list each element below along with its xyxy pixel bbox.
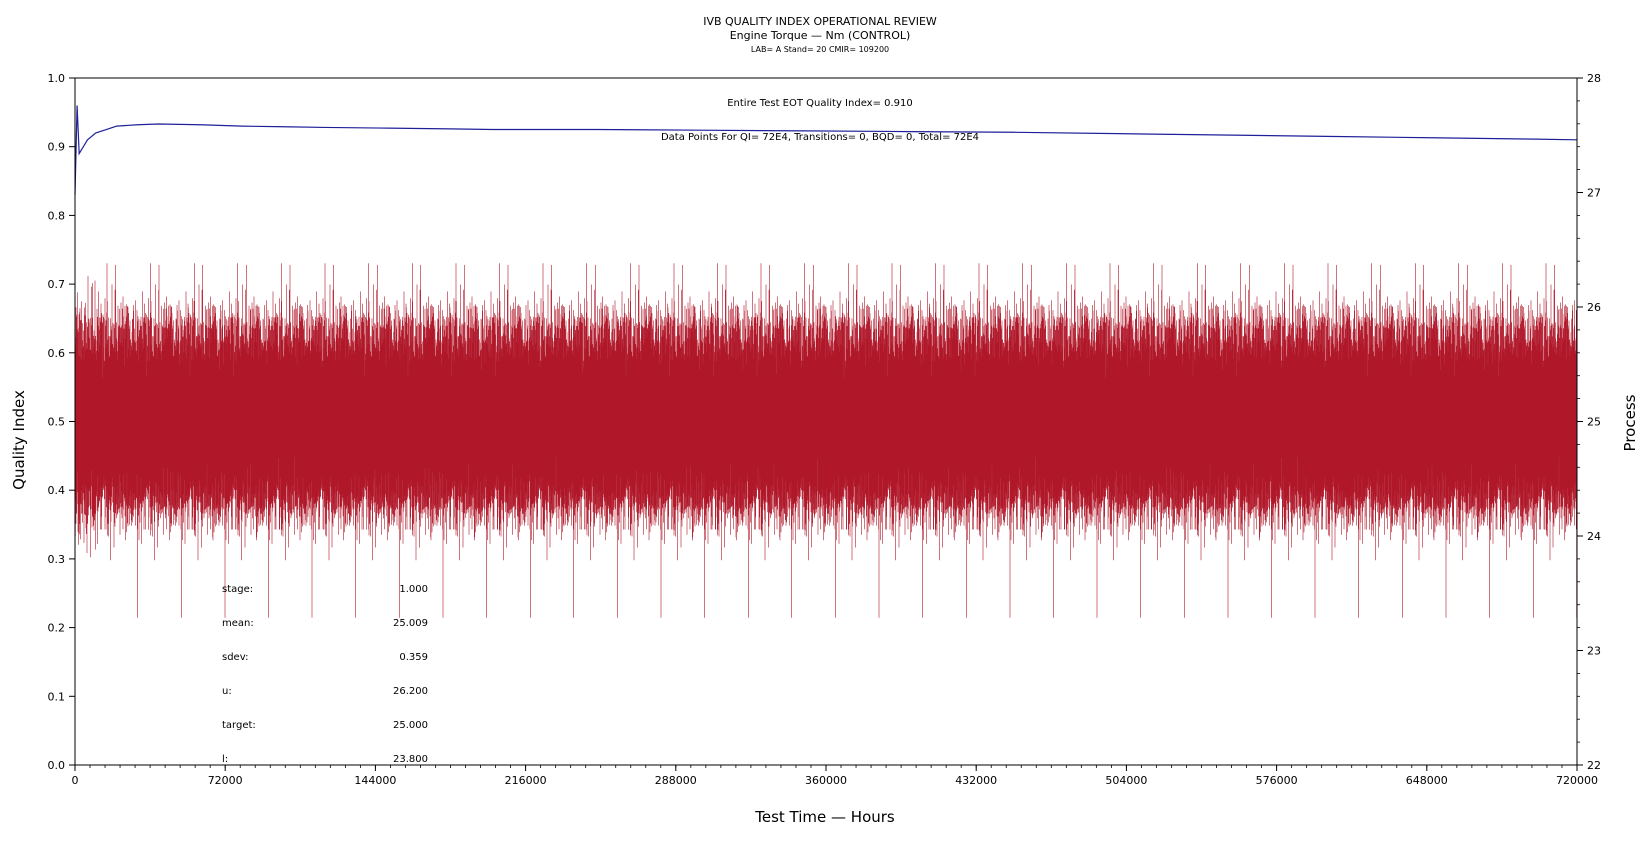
y-left-tick-label: 0.0 (48, 759, 66, 772)
x-tick-label: 720000 (1556, 774, 1598, 787)
y-left-tick-label: 0.5 (48, 416, 66, 429)
y-right-tick-label: 22 (1587, 759, 1601, 772)
chart-subsubtitle: LAB= A Stand= 20 CMIR= 109200 (751, 45, 889, 54)
quality-index-series (74, 105, 1578, 195)
chart-title: IVB QUALITY INDEX OPERATIONAL REVIEW (703, 15, 937, 28)
x-tick-label: 504000 (1105, 774, 1147, 787)
y-left-tick-label: 0.1 (48, 690, 66, 703)
stat-value: 26.200 (393, 686, 428, 697)
y-right-tick-label: 26 (1587, 301, 1601, 314)
x-tick-label: 360000 (805, 774, 847, 787)
y-left-tick-label: 0.4 (48, 484, 66, 497)
stats-block: stage: 1.000 mean: 25.009 sdev: 0.359 u: 26.200… (222, 584, 428, 765)
y-left-tick-label: 0.3 (48, 553, 66, 566)
y-right-tick-label: 25 (1587, 416, 1601, 429)
x-tick-label: 576000 (1256, 774, 1298, 787)
x-axis-title: Test Time — Hours (754, 808, 895, 826)
x-tick-label: 432000 (955, 774, 997, 787)
y-left-tick-label: 0.6 (48, 347, 66, 360)
points-annotation: Data Points For QI= 72E4, Transitions= 0… (661, 132, 979, 143)
x-tick-label: 288000 (655, 774, 697, 787)
x-tick-label: 72000 (208, 774, 243, 787)
y-right-tick-label: 24 (1587, 530, 1601, 543)
x-tick-label: 0 (72, 774, 79, 787)
y-left-tick-label: 0.8 (48, 209, 66, 222)
process-trace (74, 263, 1578, 618)
y-right-axis-title: Process (1621, 394, 1639, 451)
stat-label: stage: (222, 584, 253, 595)
y-left-tick-label: 0.9 (48, 141, 66, 154)
x-tick-label: 144000 (354, 774, 396, 787)
y-left-tick-label: 0.2 (48, 622, 66, 635)
process-series (74, 263, 1578, 618)
y-right-tick-label: 23 (1587, 645, 1601, 658)
x-tick-label: 216000 (505, 774, 547, 787)
stat-value: 0.359 (399, 652, 428, 663)
stat-value: 23.800 (393, 754, 428, 765)
y-left-axis-title: Quality Index (10, 390, 28, 490)
x-tick-label: 648000 (1406, 774, 1448, 787)
axis-ticks: 0 72000 144000 216000 288000 360000 432000 5040… (48, 72, 1602, 787)
stat-value: 1.000 (399, 584, 428, 595)
stat-label: sdev: (222, 652, 248, 663)
stat-label: l: (222, 754, 228, 765)
chart-subtitle: Engine Torque — Nm (CONTROL) (730, 29, 911, 42)
stat-label: target: (222, 720, 256, 731)
y-right-tick-label: 28 (1587, 72, 1601, 85)
stat-label: mean: (222, 618, 254, 629)
stat-label: u: (222, 686, 232, 697)
stat-value: 25.000 (393, 720, 428, 731)
qi-annotation: Entire Test EOT Quality Index= 0.910 (727, 98, 913, 109)
stat-value: 25.009 (393, 618, 428, 629)
y-left-tick-label: 1.0 (48, 72, 66, 85)
quality-index-line (74, 105, 1578, 195)
y-right-tick-label: 27 (1587, 187, 1601, 200)
y-left-tick-label: 0.7 (48, 278, 66, 291)
